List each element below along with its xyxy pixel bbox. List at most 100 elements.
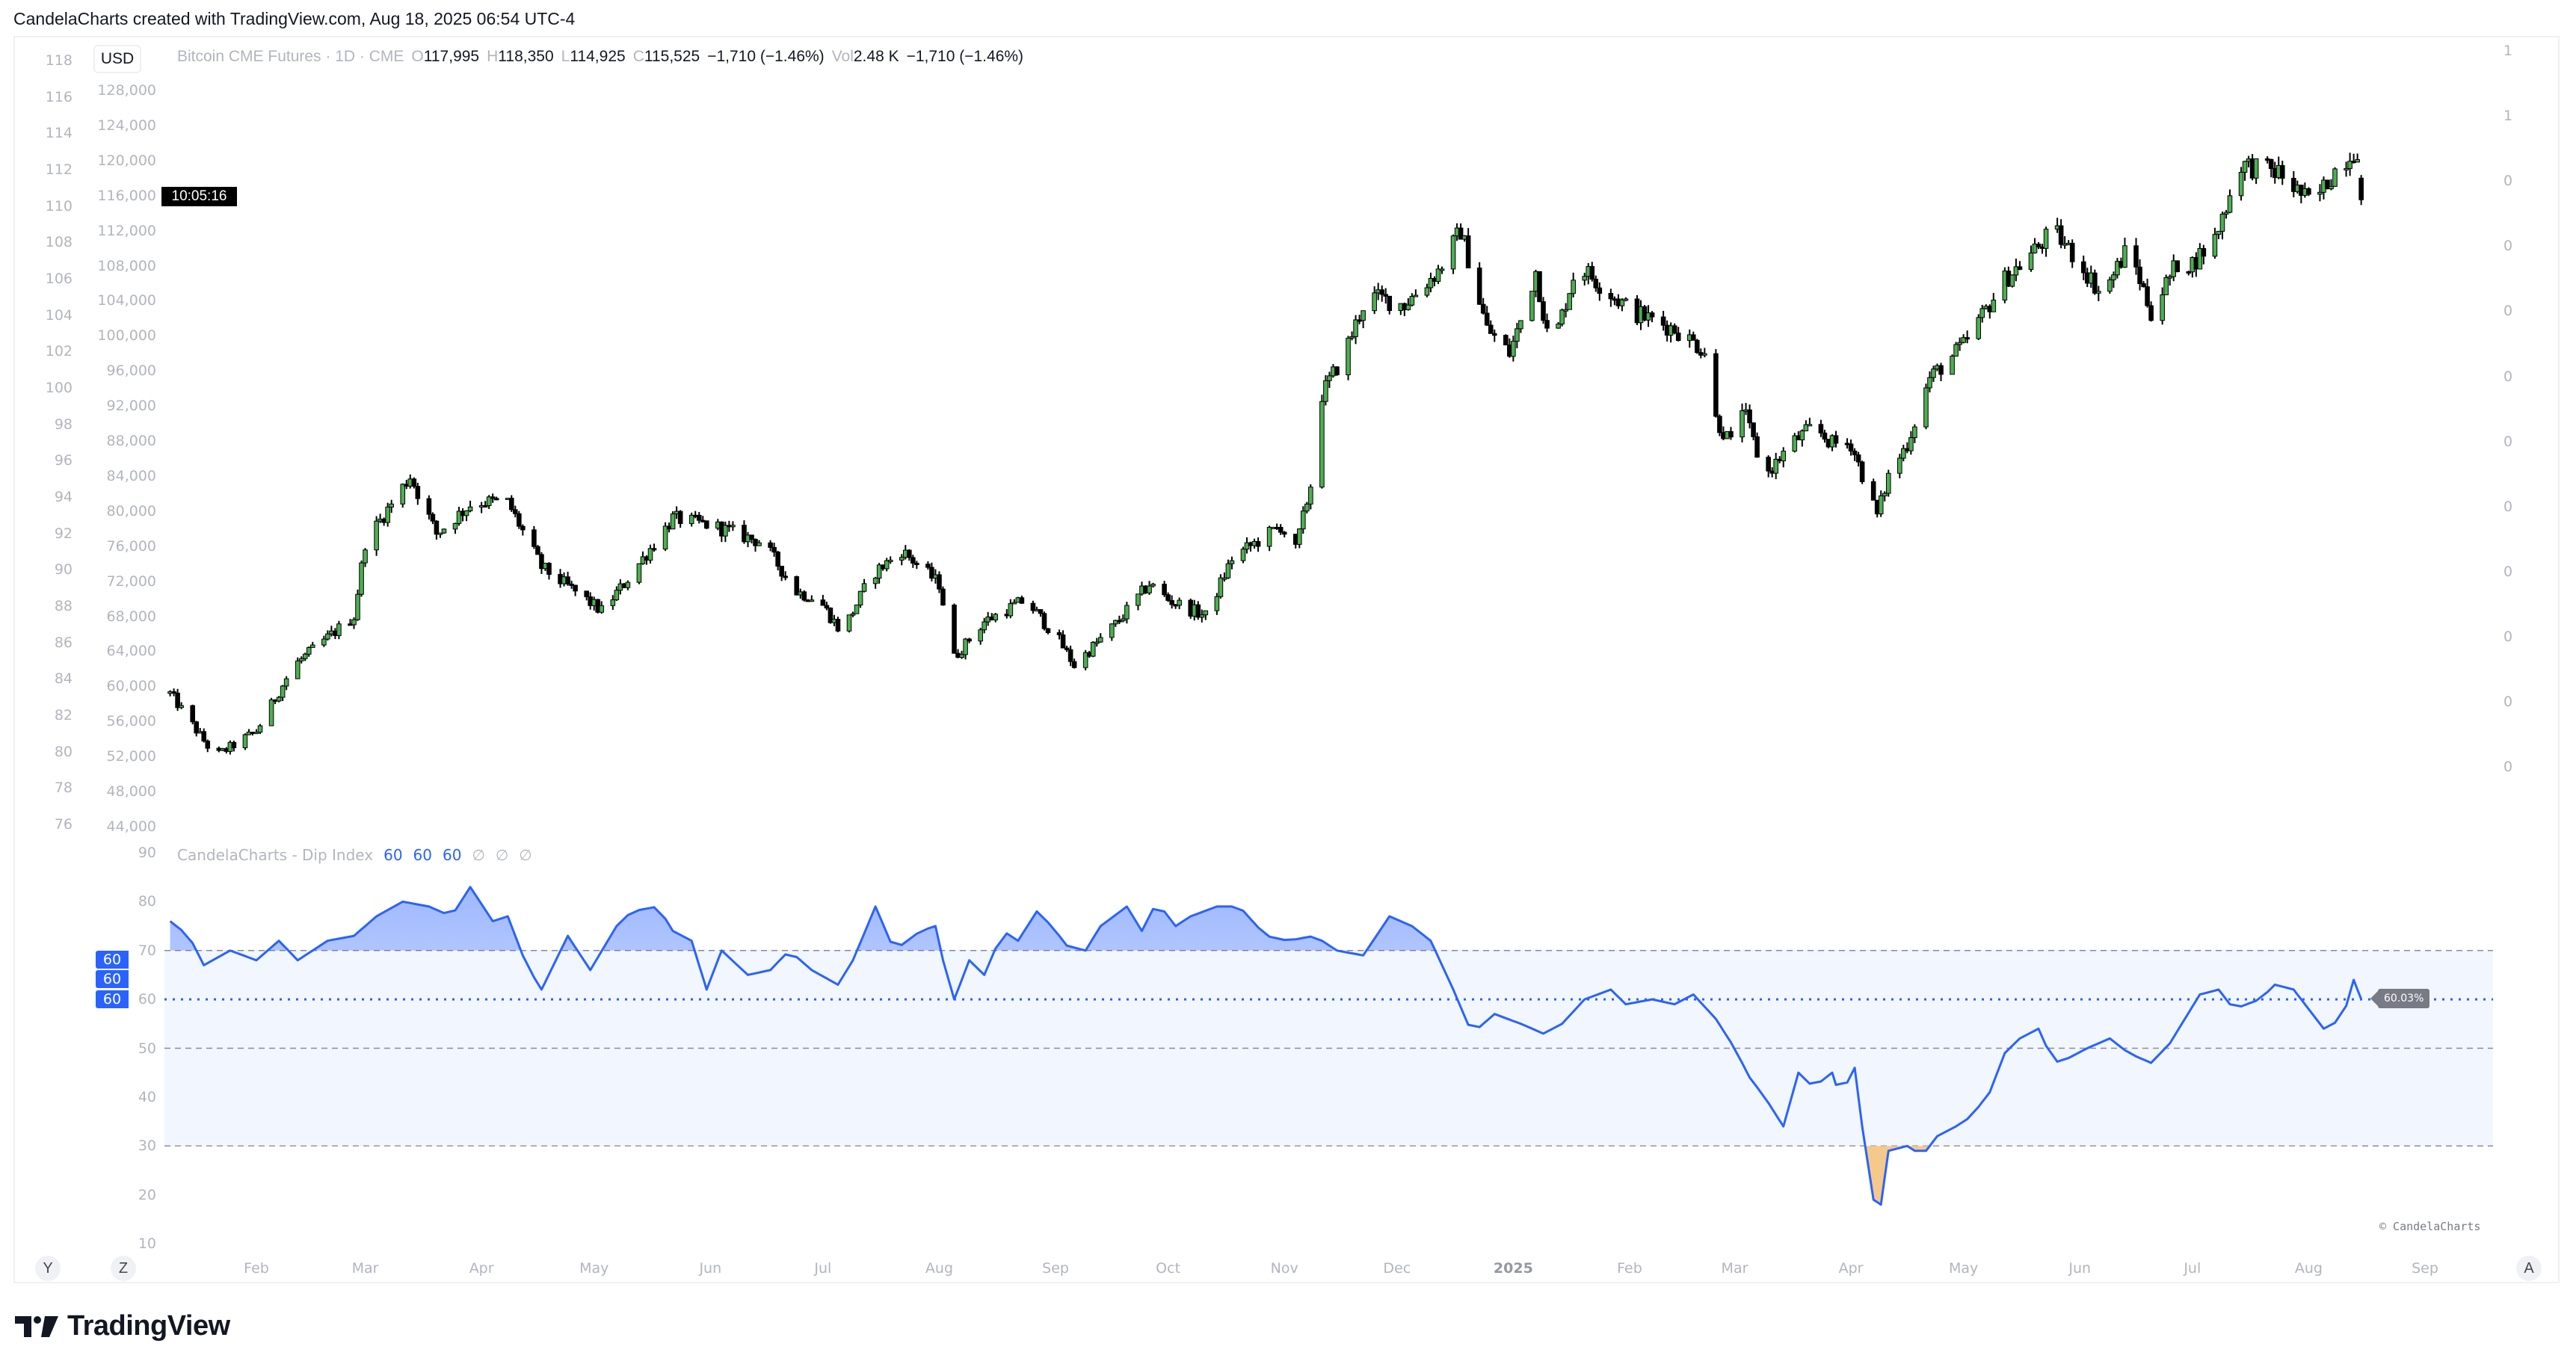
candle	[2306, 187, 2311, 197]
indicator-scale-tick: 30	[138, 1138, 156, 1155]
price-scale-tick: 68,000	[106, 608, 156, 625]
candle	[205, 739, 211, 753]
price-scale-tick: 108,000	[97, 257, 156, 274]
time-axis-tick: Jul	[2184, 1260, 2201, 1277]
candle	[309, 641, 315, 648]
indicator-scale-tick: 20	[138, 1186, 156, 1203]
candle-body	[2329, 185, 2334, 190]
candle	[1855, 451, 1861, 467]
price-scale-tick: 44,000	[106, 818, 156, 835]
indicator-param: 60	[383, 846, 403, 864]
chart-frame	[13, 36, 2560, 1283]
candle	[872, 576, 878, 589]
scale-y-button[interactable]: Y	[35, 1256, 61, 1281]
candle-body	[670, 513, 676, 530]
candle	[1690, 331, 1696, 341]
candle	[779, 566, 784, 581]
right-scale-tick: 0	[2503, 368, 2513, 385]
candle	[1515, 322, 1520, 348]
candle-body	[2242, 161, 2248, 173]
auto-scale-button[interactable]: A	[2516, 1256, 2542, 1281]
candle	[1649, 311, 1655, 323]
candle	[2115, 258, 2120, 279]
candle	[978, 627, 983, 645]
candle-body	[2219, 214, 2225, 232]
indicator-name[interactable]: CandelaCharts - Dip Index	[177, 846, 374, 864]
candle	[1458, 223, 1464, 240]
candle	[636, 563, 642, 584]
candle	[1938, 362, 1944, 381]
candle-body	[599, 605, 605, 613]
currency-button[interactable]: USD	[93, 45, 141, 73]
candle	[1754, 432, 1760, 458]
candle-body	[302, 653, 308, 659]
candle	[426, 495, 432, 520]
time-axis-tick: Apr	[1838, 1260, 1864, 1277]
candle-body	[175, 692, 180, 709]
candle-body	[363, 549, 368, 564]
candle	[2096, 286, 2101, 301]
candle	[2186, 271, 2192, 276]
candle-body	[355, 593, 360, 620]
candle	[2122, 238, 2127, 268]
candle	[1045, 628, 1051, 635]
indicator-legend[interactable]: CandelaCharts - Dip Index 60 60 60 ∅ ∅ ∅	[177, 846, 532, 864]
candle-body	[801, 591, 807, 601]
candle	[2148, 301, 2154, 322]
candle-body	[1855, 454, 1861, 463]
candle-body	[1544, 320, 1550, 329]
candle	[1428, 272, 1434, 293]
candle	[783, 571, 788, 581]
symbol-title[interactable]: Bitcoin CME Futures · 1D · CME	[177, 48, 404, 65]
scale-z-button[interactable]: Z	[111, 1256, 136, 1281]
candle-body	[1281, 531, 1287, 535]
candle	[1372, 286, 1377, 315]
candle	[2028, 245, 2034, 272]
candle	[1056, 629, 1062, 640]
candle	[517, 510, 522, 529]
candle-body	[2145, 286, 2150, 306]
candle	[321, 635, 327, 647]
candle	[298, 656, 304, 664]
candle-body	[2160, 294, 2165, 321]
candle-body	[1511, 341, 1516, 357]
candle-body	[2096, 291, 2101, 294]
candle	[179, 702, 184, 709]
candle-body	[1165, 594, 1171, 601]
candle-body	[565, 576, 570, 584]
candle-body	[2148, 305, 2154, 321]
candle-body	[1439, 268, 1445, 271]
price-scale-tick: 124,000	[97, 117, 156, 134]
candle-body	[677, 510, 683, 525]
candle	[437, 532, 443, 538]
candle-body	[1897, 457, 1902, 474]
candle	[1060, 630, 1066, 649]
candle-body	[2009, 274, 2015, 287]
candle-body	[194, 721, 199, 734]
candle	[2329, 179, 2334, 191]
candle-body	[2013, 266, 2019, 276]
candle	[670, 511, 676, 530]
right-scale-tick: 0	[2503, 303, 2513, 320]
candle	[1090, 641, 1096, 658]
time-axis-tick: Dec	[1383, 1260, 1411, 1277]
time-axis-tick: Sep	[2412, 1260, 2438, 1277]
candle-body	[1278, 527, 1284, 533]
candle-body	[1038, 609, 1044, 614]
candle-body	[1882, 493, 1888, 496]
candle-body	[967, 638, 972, 642]
candle	[1121, 614, 1126, 623]
candle-body	[2133, 245, 2139, 268]
candle	[1240, 546, 1246, 564]
time-axis-tick: May	[579, 1260, 609, 1277]
candle-body	[910, 557, 916, 564]
time-axis-tick: Aug	[2294, 1260, 2323, 1277]
price-scale-tick: 84,000	[106, 467, 156, 484]
scale-badge-60: 60	[96, 970, 129, 988]
candle	[1435, 265, 1441, 284]
candle	[359, 560, 364, 597]
candle	[231, 740, 237, 752]
candle-body	[1923, 387, 1929, 428]
candle-body	[884, 560, 890, 570]
